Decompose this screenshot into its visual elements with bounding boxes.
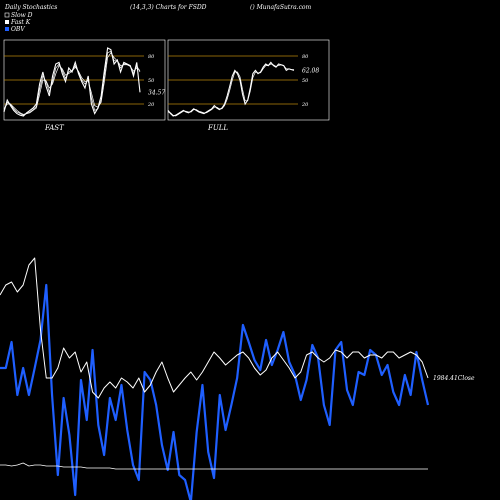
legend: Slow D Fast K OBV xyxy=(4,12,33,33)
fast-panel-series-line xyxy=(3,52,141,115)
fast-panel-last-value: 34.57 xyxy=(148,89,165,96)
fast-panel-ytick: 50 xyxy=(148,78,155,84)
legend-swatch-slow-d xyxy=(4,12,10,18)
legend-label-obv: OBV xyxy=(11,26,25,33)
full-panel-series-line xyxy=(167,61,295,117)
fast-panel-series-line xyxy=(3,50,141,116)
price-panel: 1984.41Close xyxy=(0,257,475,500)
full-panel-last-value: 62.08 xyxy=(302,67,319,74)
legend-swatch-fast-k xyxy=(5,20,9,24)
full-panel-ytick: 80 xyxy=(302,54,309,60)
fast-panel-ytick: 20 xyxy=(147,102,155,108)
fast-panel-series-line xyxy=(3,47,141,117)
legend-label-fast-k: Fast K xyxy=(10,19,31,26)
price-line-1 xyxy=(0,257,429,399)
full-panel-label: FULL xyxy=(207,124,228,132)
header-left: Daily Stochastics xyxy=(4,4,57,11)
legend-swatch-obv xyxy=(5,27,9,31)
fast-panel-label: FAST xyxy=(44,124,65,132)
fast-panel: 80 50 20 34.57 xyxy=(3,47,165,117)
obv-line xyxy=(0,283,430,500)
fast-panel-ytick: 80 xyxy=(148,54,155,60)
header-center: (14,3,3) Charts for FSDD xyxy=(130,4,207,11)
header-right: () MunafaSutra.com xyxy=(250,4,312,11)
full-panel-ytick: 50 xyxy=(302,78,309,84)
full-panel-series-line xyxy=(167,63,294,117)
price-line-2 xyxy=(0,462,428,470)
full-panel-ytick: 20 xyxy=(301,102,309,108)
legend-label-slow-d: Slow D xyxy=(11,12,33,19)
full-panel: 80 50 20 62.08 xyxy=(167,54,319,117)
close-value-label: 1984.41Close xyxy=(433,375,475,382)
